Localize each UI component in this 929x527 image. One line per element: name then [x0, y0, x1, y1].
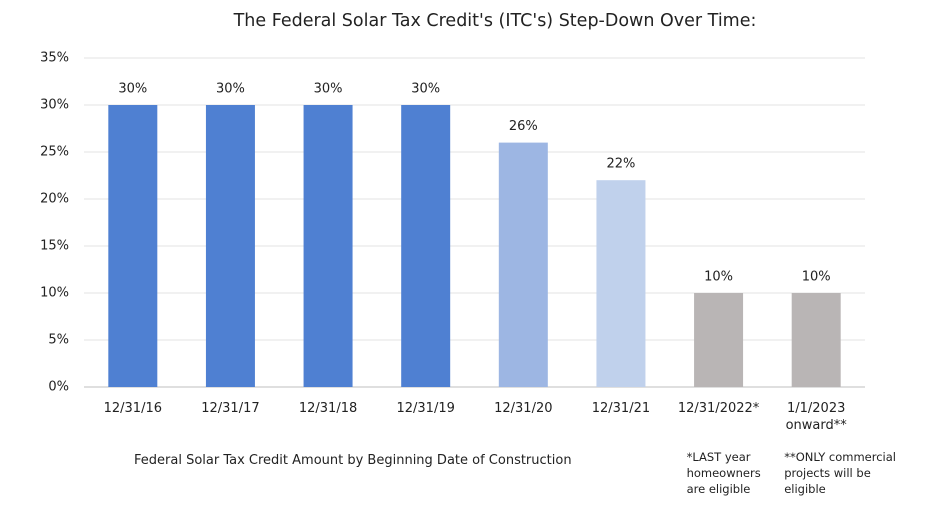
y-tick-label: 30%	[40, 98, 69, 113]
y-tick-label: 20%	[40, 192, 69, 207]
data-label: 10%	[704, 270, 733, 285]
y-tick-label: 15%	[40, 239, 69, 254]
bar	[694, 293, 744, 387]
bar	[205, 105, 255, 387]
x-axis-title: Federal Solar Tax Credit Amount by Begin…	[134, 453, 572, 468]
bar	[401, 105, 451, 387]
y-tick-label: 5%	[48, 333, 69, 348]
x-tick-label: 12/31/18	[298, 401, 358, 416]
footnote: **ONLY commercial projects will be eligi…	[784, 450, 896, 496]
data-label: 30%	[216, 82, 245, 97]
bar	[303, 105, 353, 387]
y-tick-label: 25%	[40, 145, 69, 160]
data-label: 30%	[314, 82, 343, 97]
x-tick-label: 12/31/17	[201, 401, 260, 416]
x-tick-label: 1/1/2023 onward**	[785, 401, 847, 433]
data-label: 26%	[509, 119, 538, 134]
footnote: *LAST year homeowners are eligible	[686, 450, 761, 496]
y-tick-label: 0%	[48, 380, 69, 395]
x-tick-label: 12/31/20	[494, 401, 553, 416]
x-tick-label: 12/31/2022*	[677, 401, 760, 416]
x-tick-label: 12/31/21	[591, 401, 651, 416]
data-label: 10%	[802, 270, 831, 285]
bar	[791, 293, 841, 387]
bar	[108, 105, 158, 387]
bar	[596, 180, 646, 387]
chart-title: The Federal Solar Tax Credit's (ITC's) S…	[233, 11, 757, 31]
bar	[498, 142, 548, 387]
data-label: 30%	[411, 82, 440, 97]
data-label: 30%	[118, 82, 147, 97]
x-tick-label: 12/31/19	[396, 401, 455, 416]
data-label: 22%	[606, 157, 635, 172]
y-tick-label: 35%	[40, 51, 69, 66]
y-tick-label: 10%	[40, 286, 69, 301]
x-tick-label: 12/31/16	[103, 401, 162, 416]
